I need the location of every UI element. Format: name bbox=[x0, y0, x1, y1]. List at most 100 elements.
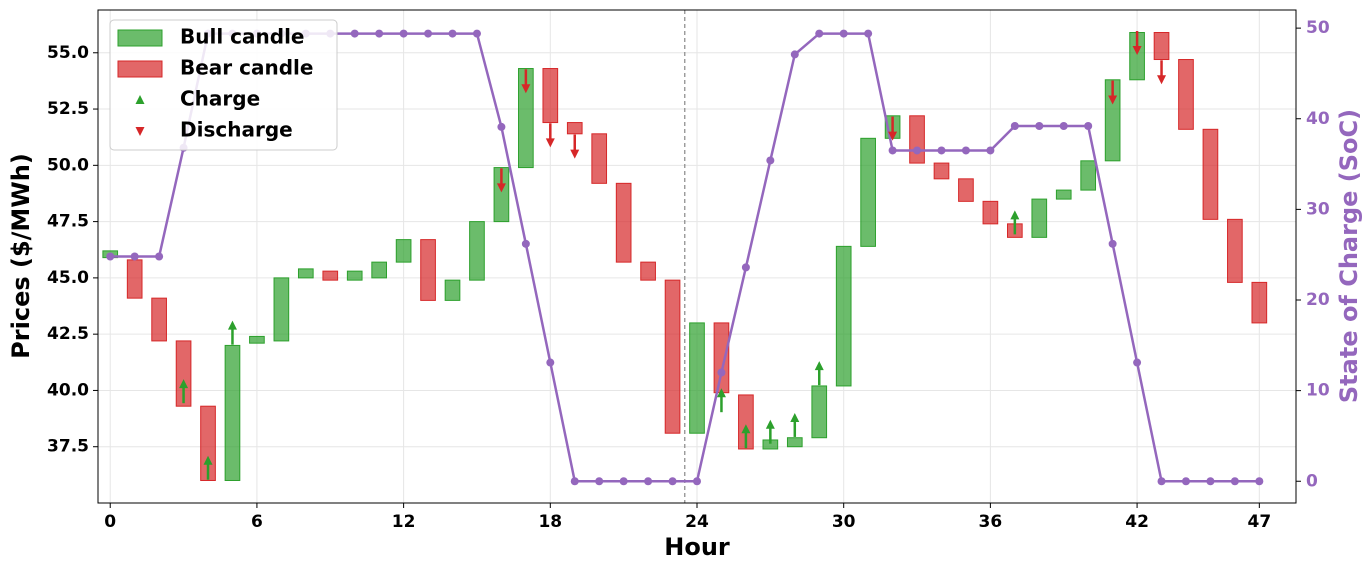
y2-tick-label: 40 bbox=[1306, 109, 1330, 129]
soc-point bbox=[130, 252, 139, 261]
soc-point bbox=[668, 477, 677, 486]
bear-candle bbox=[1251, 281, 1268, 324]
soc-point bbox=[741, 263, 750, 272]
bull-candle bbox=[860, 137, 876, 247]
bear-candle bbox=[542, 68, 559, 124]
soc-point bbox=[937, 146, 946, 155]
soc-point bbox=[497, 122, 506, 131]
x-tick-label: 42 bbox=[1125, 512, 1149, 532]
bear-candle bbox=[1202, 128, 1219, 220]
y-tick-label: 52.5 bbox=[47, 99, 89, 119]
soc-point bbox=[1230, 477, 1239, 486]
y-axis-label: Prices ($/MWh) bbox=[7, 153, 35, 359]
soc-point bbox=[472, 29, 481, 38]
y2-axis-label: State of Charge (SoC) bbox=[1335, 109, 1363, 403]
bear-candle bbox=[640, 261, 656, 281]
bear-candle bbox=[615, 182, 632, 263]
y-tick-label: 42.5 bbox=[47, 324, 89, 344]
discharge-marker bbox=[545, 138, 555, 148]
soc-point bbox=[1108, 239, 1117, 248]
bull-candle bbox=[1104, 79, 1121, 162]
soc-point bbox=[448, 29, 457, 38]
y-tick-label: 50.0 bbox=[47, 155, 89, 175]
x-tick-label: 30 bbox=[832, 512, 856, 532]
soc-point bbox=[693, 477, 701, 486]
x-tick-label: 24 bbox=[685, 512, 709, 532]
bear-candle bbox=[151, 297, 167, 342]
bull-candle bbox=[371, 261, 387, 279]
soc-point bbox=[155, 252, 164, 261]
bear-candle bbox=[933, 162, 950, 180]
soc-point bbox=[399, 29, 408, 38]
bull-candle bbox=[493, 167, 510, 223]
bear-candle bbox=[1227, 218, 1243, 283]
soc-point bbox=[1255, 477, 1264, 486]
y2-tick-label: 20 bbox=[1306, 290, 1330, 310]
legend-label: Bull candle bbox=[180, 25, 304, 49]
discharge-marker bbox=[496, 183, 506, 193]
bull-candle bbox=[469, 221, 485, 281]
legend-swatch bbox=[117, 60, 163, 78]
legend-label: Bear candle bbox=[180, 56, 313, 80]
bear-candle bbox=[664, 279, 681, 434]
legend-marker bbox=[135, 127, 145, 136]
soc-point bbox=[913, 146, 922, 155]
y2-tick-label: 50 bbox=[1306, 18, 1330, 38]
discharge-marker bbox=[1157, 75, 1167, 85]
bear-candle bbox=[713, 322, 730, 394]
charge-marker bbox=[716, 388, 726, 398]
soc-point bbox=[766, 156, 775, 165]
bull-candle bbox=[1080, 160, 1097, 191]
charge-marker bbox=[741, 424, 751, 434]
charge-marker bbox=[227, 320, 237, 330]
x-tick-label: 47 bbox=[1247, 512, 1271, 532]
discharge-marker bbox=[1132, 46, 1142, 56]
bear-candle bbox=[1153, 32, 1170, 61]
bull-candle bbox=[1031, 198, 1048, 238]
bull-candle bbox=[1055, 189, 1072, 200]
charge-marker bbox=[814, 361, 824, 371]
x-tick-label: 12 bbox=[392, 512, 416, 532]
x-tick-label: 18 bbox=[538, 512, 562, 532]
charge-marker bbox=[765, 419, 775, 429]
bear-candle bbox=[1178, 59, 1194, 130]
legend-label: Discharge bbox=[180, 118, 293, 142]
soc-point bbox=[619, 477, 628, 486]
x-tick-label: 0 bbox=[104, 512, 116, 532]
legend-marker bbox=[135, 95, 145, 104]
soc-point bbox=[546, 358, 555, 367]
soc-point bbox=[961, 146, 970, 155]
bear-candle bbox=[566, 122, 583, 135]
y2-tick-label: 10 bbox=[1306, 381, 1330, 401]
x-axis-label: Hour bbox=[664, 533, 730, 561]
soc-point bbox=[1084, 122, 1093, 130]
bull-candle bbox=[224, 344, 241, 481]
y-tick-label: 45.0 bbox=[47, 268, 89, 288]
soc-point bbox=[888, 146, 897, 155]
soc-point bbox=[521, 239, 530, 248]
legend: Bull candle Bear candle Charge Discharge bbox=[109, 19, 338, 151]
charge-marker bbox=[790, 412, 800, 422]
bull-candle bbox=[835, 245, 852, 387]
discharge-marker bbox=[570, 149, 580, 159]
bull-candle bbox=[444, 279, 461, 301]
soc-point bbox=[1059, 122, 1068, 130]
bear-candle bbox=[175, 340, 192, 407]
soc-point bbox=[986, 146, 995, 155]
y-tick-label: 37.5 bbox=[47, 437, 89, 457]
soc-point bbox=[1133, 358, 1142, 367]
soc-point bbox=[864, 29, 873, 38]
legend-label: Charge bbox=[180, 87, 260, 111]
bull-candle bbox=[786, 437, 803, 448]
soc-point bbox=[1157, 477, 1166, 486]
charge-marker bbox=[203, 455, 213, 465]
legend-box bbox=[109, 19, 338, 151]
y2-tick-label: 0 bbox=[1306, 471, 1318, 491]
bull-candle bbox=[395, 239, 412, 263]
discharge-marker bbox=[1108, 95, 1118, 105]
bear-candle bbox=[200, 405, 216, 481]
soc-point bbox=[595, 477, 604, 486]
plot-frame bbox=[97, 9, 1297, 504]
soc-point bbox=[1181, 477, 1190, 486]
